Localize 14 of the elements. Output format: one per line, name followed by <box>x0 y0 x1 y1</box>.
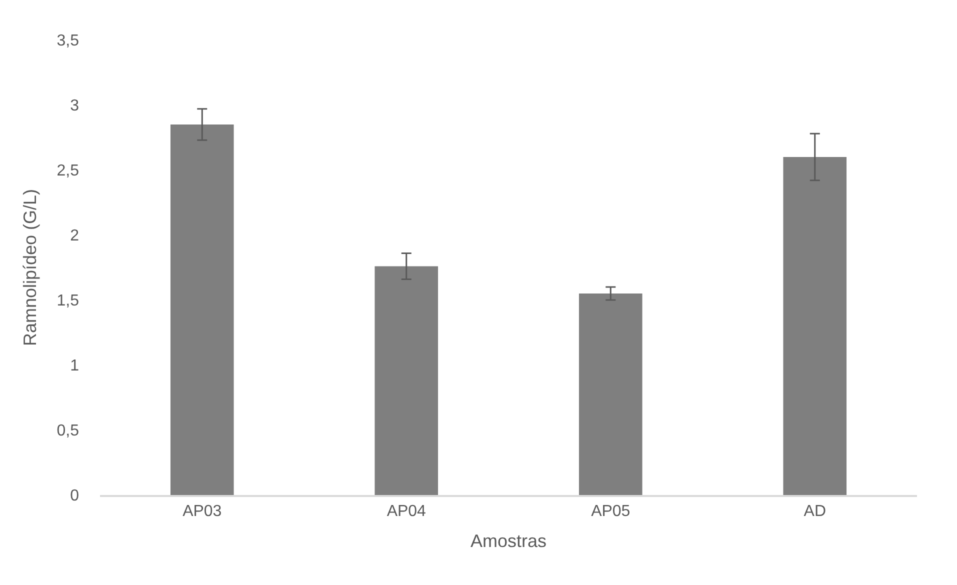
y-tick-label: 1 <box>70 358 80 375</box>
x-tick-label: AP04 <box>386 503 426 520</box>
y-tick-label: 0 <box>70 488 80 505</box>
x-tick-label: AP05 <box>591 503 630 520</box>
y-tick-label: 3,5 <box>56 32 80 50</box>
y-tick-label: 2 <box>70 228 80 245</box>
x-tick-label: AP03 <box>182 503 222 520</box>
y-axis-title: Ramnolipídeo (G/L) <box>20 188 40 346</box>
y-tick-label: 2,5 <box>56 162 80 180</box>
y-tick-label: 1,5 <box>56 292 80 310</box>
y-tick-label: 3 <box>70 98 80 115</box>
y-tick-label: 0,5 <box>56 422 80 440</box>
x-axis-title: Amostras <box>470 530 547 551</box>
x-tick-label: AD <box>804 503 826 520</box>
